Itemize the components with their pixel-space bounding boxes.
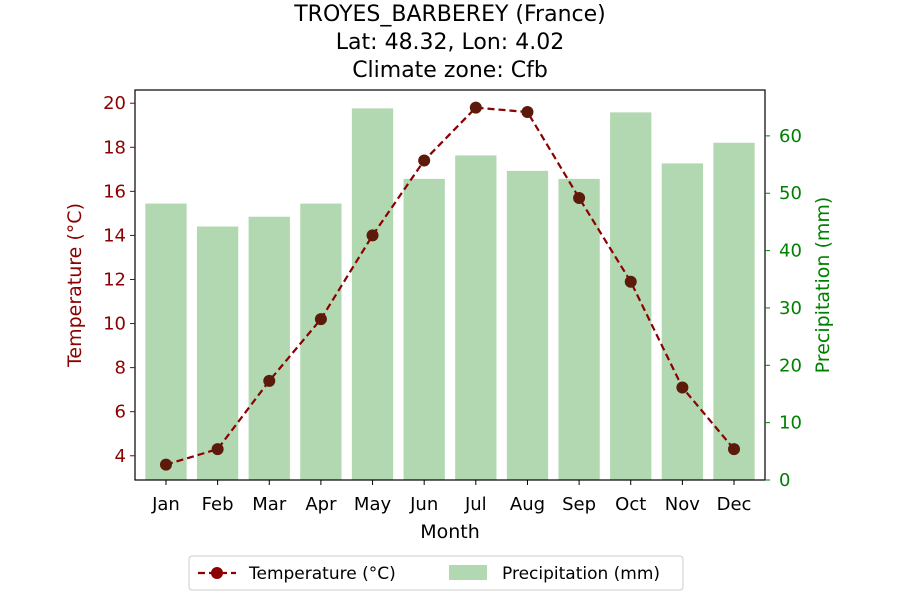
temperature-point-jan (159, 458, 172, 471)
left-tick-label: 4 (115, 446, 126, 467)
x-tick-label-sep: Sep (562, 494, 596, 515)
plot-frame (134, 89, 766, 481)
left-tick-label: 18 (103, 137, 126, 158)
chart-title-line-2: Lat: 48.32, Lon: 4.02 (336, 30, 564, 55)
x-tick-label-nov: Nov (665, 494, 700, 515)
left-tick-label: 8 (115, 358, 126, 379)
left-axis-ticks: 4 6 8 10 12 14 16 18 20 (103, 93, 135, 467)
left-axis-label: Temperature (°C) (64, 203, 86, 368)
x-tick-label-apr: Apr (305, 494, 337, 515)
precipitation-bar-dec (713, 142, 755, 480)
temperature-point-may (366, 229, 379, 242)
x-tick-label-feb: Feb (202, 494, 234, 515)
x-axis-label: Month (420, 521, 480, 543)
right-tick-label: 50 (779, 183, 802, 204)
precipitation-bar-oct (610, 112, 652, 480)
legend-precipitation-label: Precipitation (mm) (502, 564, 660, 584)
precipitation-bar-nov (661, 163, 704, 481)
right-tick-label: 30 (779, 298, 802, 319)
x-axis-ticks: Jan Feb Mar Apr May Jun Jul Aug Sep Oct Nov Dec (151, 480, 751, 515)
left-tick-label: 16 (103, 181, 126, 202)
x-tick-label-jan: Jan (151, 494, 180, 515)
temperature-point-dec (728, 443, 741, 456)
chart-title-line-1: TROYES_BARBEREY (France) (293, 2, 606, 27)
legend-temperature-label: Temperature (°C) (248, 564, 396, 584)
precipitation-bar-aug (506, 170, 549, 480)
x-tick-label-jun: Jun (409, 494, 438, 515)
x-tick-label-may: May (354, 494, 392, 515)
temperature-point-mar (263, 374, 276, 387)
legend-precipitation-swatch (449, 565, 487, 580)
temperature-series-line (165, 106, 735, 466)
legend-box (188, 555, 684, 591)
temperature-point-oct (624, 275, 637, 288)
precipitation-bar-jan (145, 203, 187, 480)
left-tick-label: 14 (103, 225, 126, 246)
precipitation-bar-feb (196, 226, 239, 480)
precipitation-bar-mar (248, 216, 290, 480)
x-tick-label-aug: Aug (510, 494, 545, 515)
precipitation-bar-apr (300, 203, 342, 480)
precipitation-bars (145, 108, 755, 481)
chart-title-line-3: Climate zone: Cfb (352, 58, 548, 83)
precipitation-bar-sep (558, 178, 600, 480)
precipitation-bar-jun (403, 178, 445, 480)
right-tick-label: 60 (779, 126, 802, 147)
right-tick-label: 40 (779, 241, 802, 262)
temperature-point-aug (521, 106, 534, 119)
right-tick-label: 20 (779, 355, 802, 376)
temperature-point-sep (573, 191, 586, 204)
x-tick-label-mar: Mar (252, 494, 287, 515)
x-tick-label-oct: Oct (615, 494, 646, 515)
precipitation-bar-may (351, 108, 394, 481)
right-axis-ticks: 0 10 20 30 40 50 60 (765, 126, 802, 491)
temperature-point-jul (469, 101, 482, 114)
left-tick-label: 10 (103, 314, 126, 335)
temperature-point-nov (676, 381, 689, 394)
left-tick-label: 20 (103, 93, 126, 114)
legend-temperature-marker-swatch (211, 567, 223, 579)
temperature-point-feb (211, 443, 224, 456)
temperature-line (159, 101, 741, 471)
x-tick-label-dec: Dec (717, 494, 752, 515)
left-tick-label: 6 (115, 402, 126, 423)
right-axis-label: Precipitation (mm) (812, 197, 834, 374)
right-tick-label: 0 (779, 470, 790, 491)
temperature-point-apr (314, 313, 327, 326)
x-tick-label-jul: Jul (464, 494, 487, 515)
left-tick-label: 12 (103, 269, 126, 290)
legend: Temperature (°C) Precipitation (mm) (188, 555, 684, 591)
precipitation-bar-jul (455, 155, 497, 480)
right-tick-label: 10 (779, 413, 802, 434)
temperature-point-jun (418, 154, 431, 167)
